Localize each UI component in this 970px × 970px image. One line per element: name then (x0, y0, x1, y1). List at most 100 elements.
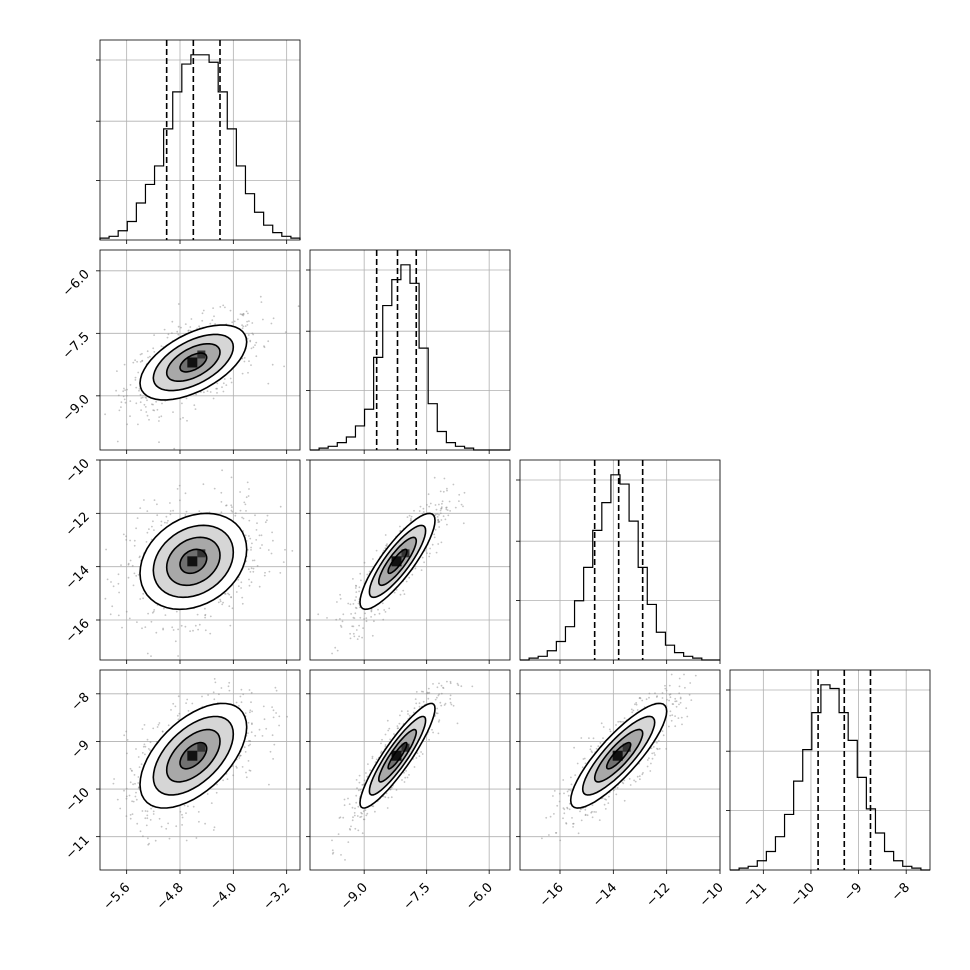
scatter-point (156, 514, 159, 517)
scatter-point (164, 521, 166, 524)
scatter-point (146, 810, 149, 813)
scatter-point (568, 808, 571, 811)
scatter-point (609, 730, 612, 733)
scatter-point (249, 339, 252, 342)
scatter-point (443, 704, 446, 706)
scatter-point (415, 691, 418, 693)
scatter-point (123, 398, 126, 401)
scatter-point (161, 730, 164, 733)
histogram-0 (99, 54, 301, 240)
scatter-point (632, 709, 635, 712)
scatter-point (355, 607, 358, 610)
scatter-point (386, 719, 389, 722)
scatter-point (662, 734, 665, 737)
scatter-point (104, 597, 107, 600)
scatter-point (429, 552, 431, 555)
scatter-point (153, 529, 155, 531)
scatter-point (252, 567, 255, 570)
scatter-point (694, 674, 697, 677)
scatter-point (408, 514, 411, 517)
scatter-point (271, 734, 274, 737)
scatter-point (224, 593, 227, 595)
scatter-point (247, 371, 249, 374)
scatter-point (418, 702, 421, 705)
scatter-point (629, 784, 632, 786)
scatter-point (279, 572, 282, 574)
panel-frame (99, 459, 301, 661)
scatter-point (436, 696, 438, 699)
scatter-point (449, 694, 452, 697)
scatter-point (684, 686, 686, 689)
scatter-point (250, 567, 253, 570)
scatter-point (269, 750, 272, 753)
scatter-point (105, 548, 107, 551)
scatter-point (649, 770, 652, 772)
scatter-point (198, 820, 200, 823)
scatter-point (423, 561, 425, 564)
scatter-point (636, 709, 639, 711)
scatter-point (177, 628, 180, 631)
scatter-point (548, 834, 550, 836)
scatter-point (244, 751, 247, 753)
scatter-point (399, 593, 402, 596)
scatter-point (197, 628, 200, 631)
scatter-point (381, 602, 384, 605)
scatter-point (665, 748, 668, 750)
scatter-point (354, 599, 356, 602)
scatter-point (680, 716, 683, 719)
scatter-point (177, 333, 180, 336)
contour-2 (359, 512, 436, 611)
xtick-label: −6.0 (463, 880, 496, 913)
scatter-point (331, 849, 334, 852)
scatter-point (674, 697, 677, 700)
scatter-point (133, 539, 136, 542)
scatter-point (172, 509, 175, 512)
scatter-point (131, 800, 134, 803)
scatter-point (251, 542, 253, 545)
scatter-point (366, 573, 369, 576)
scatter-point (565, 822, 568, 825)
scatter-point (284, 548, 286, 551)
scatter-point (381, 738, 383, 741)
scatter-point (144, 753, 146, 756)
scatter-point (141, 728, 144, 730)
contour-1 (152, 524, 235, 599)
scatter-point (137, 371, 140, 374)
scatter-point (231, 506, 233, 508)
scatter-point (436, 707, 439, 710)
scatter-point (137, 423, 139, 426)
scatter-point (256, 565, 259, 567)
scatter-point (171, 320, 174, 323)
scatter-point (198, 325, 201, 328)
ytick-label: −16 (63, 616, 93, 646)
scatter-point (235, 591, 238, 593)
scatter-point (153, 609, 156, 611)
scatter-point (175, 610, 178, 613)
scatter-point (229, 309, 232, 312)
scatter-point (374, 810, 376, 813)
scatter-point (404, 776, 407, 779)
scatter-point (216, 387, 219, 390)
scatter-point (139, 598, 142, 600)
contour-0 (377, 728, 418, 783)
scatter-point (415, 757, 418, 759)
scatter-point (630, 708, 633, 711)
scatter-point (356, 815, 359, 817)
scatter-point (136, 360, 139, 363)
scatter-point (176, 330, 179, 333)
scatter-point (140, 397, 143, 399)
scatter-point (613, 789, 615, 792)
scatter-point (242, 693, 245, 696)
scatter-point (195, 393, 198, 396)
scatter-point (227, 685, 230, 688)
scatter-point (591, 751, 593, 754)
scatter-point (440, 692, 443, 695)
scatter-point (355, 801, 358, 804)
scatter-point (146, 399, 148, 402)
scatter-point (165, 515, 168, 518)
scatter-point (670, 719, 673, 722)
scatter-point (675, 700, 678, 703)
scatter-point (405, 770, 407, 772)
scatter-point (678, 692, 681, 695)
scatter-point (408, 576, 411, 579)
